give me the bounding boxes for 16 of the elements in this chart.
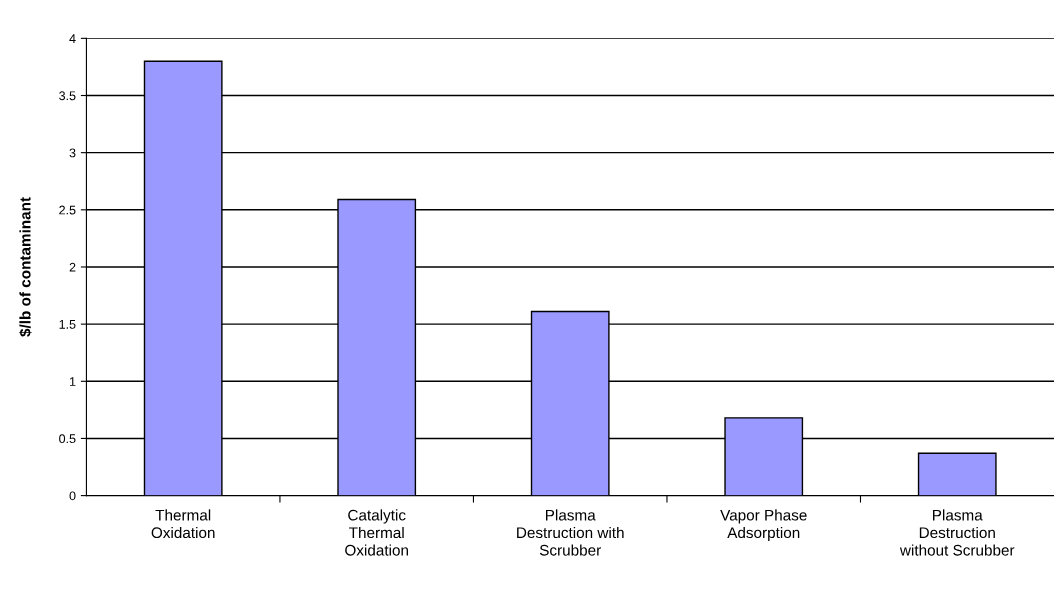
x-tick-label: Plasma Destruction with Scrubber (517, 509, 624, 556)
x-tick-label: Catalytic Thermal Oxidation (345, 509, 408, 556)
x-tick-label: Thermal Oxidation (151, 509, 215, 539)
x-tick-label: Plasma Destruction without Scrubber (899, 509, 1015, 556)
y-tick-label: 4 (69, 34, 76, 43)
y-tick-label: 2 (69, 262, 76, 272)
y-tick-label: 3 (69, 148, 76, 158)
y-tick-label: 1.5 (59, 320, 76, 329)
x-tick-label: Vapor Phase Adsorption (720, 509, 807, 542)
y-tick-label: 0 (69, 491, 76, 501)
y-tick-label: 0.5 (59, 434, 76, 444)
y-tick-label: 2.5 (59, 205, 76, 215)
y-axis-title: $/lb of contaminant (19, 197, 32, 337)
y-tick-label: 3.5 (59, 91, 76, 101)
y-tick-label: 1 (70, 377, 76, 386)
bar (917, 452, 997, 496)
